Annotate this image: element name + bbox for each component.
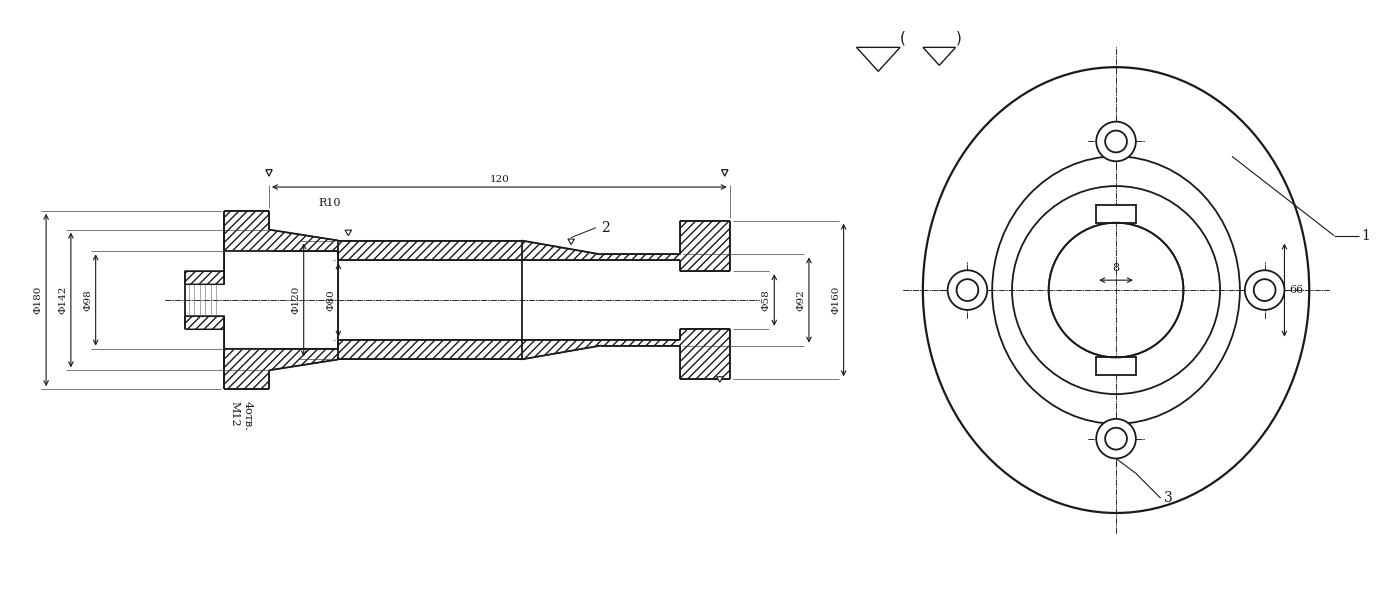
- Polygon shape: [1097, 205, 1136, 223]
- Text: 3: 3: [1164, 491, 1172, 505]
- Text: 8: 8: [1112, 263, 1119, 273]
- Text: (: (: [899, 30, 905, 45]
- Circle shape: [948, 270, 987, 310]
- Polygon shape: [923, 48, 956, 65]
- Text: Φ142: Φ142: [58, 286, 67, 314]
- Text: 66: 66: [1289, 285, 1304, 295]
- Text: Φ92: Φ92: [796, 289, 806, 311]
- Polygon shape: [185, 316, 729, 389]
- Text: Φ120: Φ120: [291, 286, 301, 314]
- Polygon shape: [1097, 358, 1136, 375]
- Text: M12: M12: [230, 401, 239, 427]
- Circle shape: [1244, 270, 1285, 310]
- Polygon shape: [185, 211, 729, 284]
- Text: Φ180: Φ180: [33, 286, 43, 314]
- Polygon shape: [568, 239, 575, 245]
- Polygon shape: [721, 170, 728, 176]
- Polygon shape: [266, 170, 273, 176]
- Text: ): ): [956, 30, 962, 45]
- Text: Φ98: Φ98: [84, 289, 92, 311]
- Text: R10: R10: [319, 198, 341, 208]
- Text: 4отв.: 4отв.: [242, 401, 252, 431]
- Circle shape: [1097, 121, 1136, 161]
- Polygon shape: [856, 48, 901, 71]
- Polygon shape: [345, 230, 352, 236]
- Text: Φ80: Φ80: [326, 289, 335, 311]
- Text: Φ58: Φ58: [761, 289, 771, 311]
- Text: 2: 2: [601, 221, 610, 234]
- Text: 120: 120: [490, 175, 509, 184]
- Circle shape: [1097, 419, 1136, 459]
- Text: 1: 1: [1361, 228, 1371, 243]
- Text: Φ160: Φ160: [831, 286, 841, 314]
- Polygon shape: [717, 377, 722, 382]
